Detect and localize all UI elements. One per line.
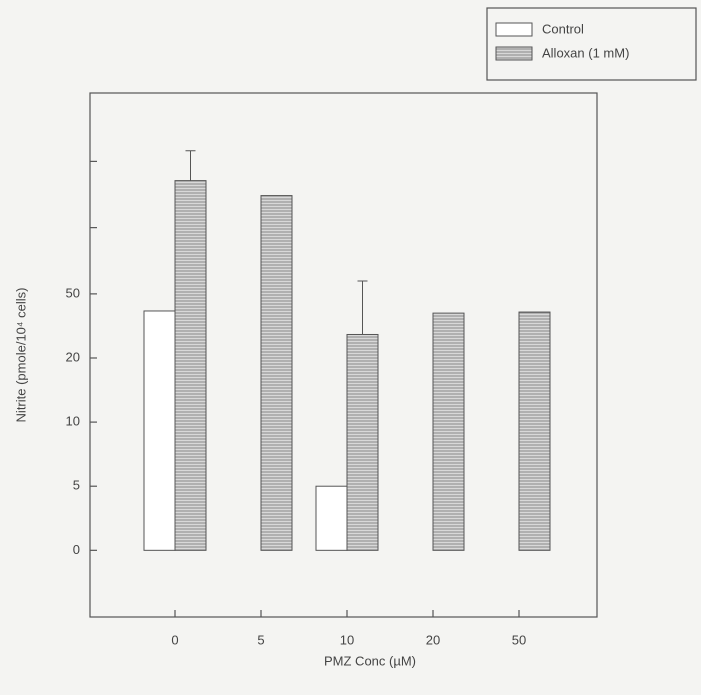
plot-frame [89, 92, 598, 618]
x-tick-label: 50 [512, 632, 526, 647]
legend-label: Alloxan (1 mM) [542, 45, 629, 60]
x-tick-label: 10 [340, 632, 354, 647]
legend-swatch [495, 22, 533, 37]
y-tick-label: 50 [66, 285, 80, 300]
bar [174, 180, 207, 551]
error-bar [357, 280, 368, 335]
error-bar [185, 150, 196, 181]
bar [143, 310, 176, 551]
bar [518, 311, 551, 551]
bar [432, 312, 465, 551]
y-tick-label: 10 [66, 414, 80, 429]
y-tick-label: 0 [73, 542, 80, 557]
legend-swatch [495, 46, 533, 61]
bar [260, 195, 293, 551]
y-tick-label: 5 [73, 478, 80, 493]
legend [486, 7, 697, 81]
bar [315, 485, 348, 551]
bar [346, 333, 379, 551]
x-tick-label: 0 [171, 632, 178, 647]
x-tick-label: 5 [257, 632, 264, 647]
x-axis-label: PMZ Conc (µM) [324, 653, 416, 668]
x-tick-label: 20 [426, 632, 440, 647]
legend-label: Control [542, 21, 584, 36]
y-axis-label: Nitrite (pmole/10⁴ cells) [13, 288, 28, 423]
y-tick-label: 20 [66, 349, 80, 364]
